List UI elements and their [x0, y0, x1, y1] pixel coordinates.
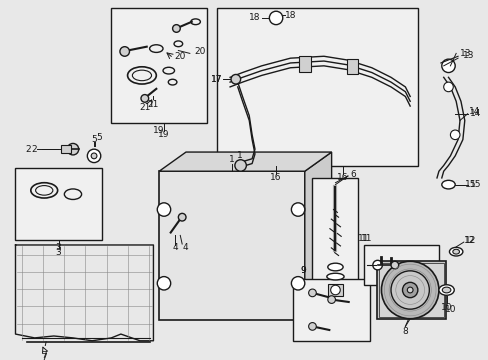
Bar: [111, 8, 206, 123]
Text: 16: 16: [270, 174, 281, 183]
Circle shape: [87, 149, 101, 163]
Text: 13: 13: [459, 49, 470, 58]
Text: 13: 13: [462, 51, 473, 60]
Text: 18: 18: [249, 13, 260, 22]
Text: 3: 3: [56, 243, 61, 252]
Text: 1: 1: [229, 155, 234, 164]
Bar: [312, 178, 358, 321]
Text: 20: 20: [174, 52, 185, 61]
Circle shape: [172, 24, 180, 32]
Text: 15: 15: [468, 180, 480, 189]
Circle shape: [291, 203, 304, 216]
Text: 6: 6: [350, 170, 356, 179]
Text: 2: 2: [25, 145, 31, 154]
Bar: [364, 245, 438, 285]
Circle shape: [402, 282, 417, 298]
Bar: [159, 171, 304, 320]
Circle shape: [390, 271, 428, 309]
Circle shape: [141, 95, 148, 102]
Text: 19: 19: [158, 130, 169, 139]
Text: 20: 20: [194, 47, 205, 56]
Ellipse shape: [438, 285, 453, 295]
Bar: [378, 263, 443, 317]
Text: 12: 12: [463, 236, 474, 245]
Circle shape: [269, 11, 282, 24]
Circle shape: [330, 285, 340, 295]
Text: 5: 5: [91, 135, 97, 144]
Polygon shape: [304, 152, 331, 320]
Ellipse shape: [448, 247, 462, 256]
Polygon shape: [159, 152, 331, 171]
Circle shape: [449, 130, 459, 140]
Text: 11: 11: [361, 234, 372, 243]
Text: 10: 10: [444, 305, 455, 314]
Circle shape: [230, 75, 240, 84]
Text: 17: 17: [210, 75, 222, 84]
Circle shape: [120, 47, 129, 56]
Circle shape: [372, 260, 382, 270]
Text: 17: 17: [210, 75, 222, 84]
Ellipse shape: [326, 273, 344, 280]
Ellipse shape: [452, 249, 459, 254]
Bar: [61, 145, 71, 153]
Bar: [216, 8, 417, 166]
Text: 14: 14: [468, 107, 479, 116]
Text: 3: 3: [56, 248, 61, 257]
Circle shape: [178, 213, 185, 221]
Bar: [376, 261, 445, 319]
Circle shape: [381, 261, 438, 319]
Circle shape: [407, 287, 412, 293]
Bar: [327, 284, 343, 296]
Text: 14: 14: [468, 109, 480, 118]
Text: 5: 5: [96, 133, 102, 142]
Bar: [293, 279, 369, 341]
Text: 2: 2: [31, 145, 37, 154]
Circle shape: [291, 276, 304, 290]
Text: 16: 16: [337, 174, 348, 183]
Circle shape: [441, 59, 454, 73]
Text: 19: 19: [153, 126, 164, 135]
Text: 18: 18: [284, 10, 296, 19]
Text: 15: 15: [464, 180, 475, 189]
Circle shape: [308, 289, 316, 297]
Text: 9: 9: [300, 266, 305, 275]
Circle shape: [308, 323, 316, 330]
Text: 4: 4: [182, 243, 187, 252]
Text: 11: 11: [358, 234, 369, 243]
Text: 21: 21: [147, 100, 159, 109]
Ellipse shape: [441, 180, 454, 189]
Circle shape: [157, 203, 170, 216]
Circle shape: [327, 296, 335, 303]
Circle shape: [390, 261, 398, 269]
Bar: [346, 59, 358, 75]
Text: 8: 8: [402, 327, 407, 336]
Text: 7: 7: [41, 351, 47, 360]
Text: 9: 9: [300, 266, 305, 275]
Circle shape: [234, 160, 246, 171]
Ellipse shape: [441, 287, 450, 293]
Text: 10: 10: [440, 303, 451, 312]
Circle shape: [91, 153, 97, 159]
Text: 7: 7: [41, 352, 47, 360]
Circle shape: [443, 82, 452, 92]
Text: 21: 21: [139, 103, 150, 112]
Circle shape: [67, 143, 79, 155]
Bar: [299, 56, 310, 72]
Circle shape: [157, 276, 170, 290]
Text: 12: 12: [464, 236, 475, 245]
Ellipse shape: [327, 263, 343, 271]
Text: 4: 4: [172, 243, 178, 252]
Bar: [16, 168, 102, 240]
Text: 1: 1: [236, 152, 242, 161]
